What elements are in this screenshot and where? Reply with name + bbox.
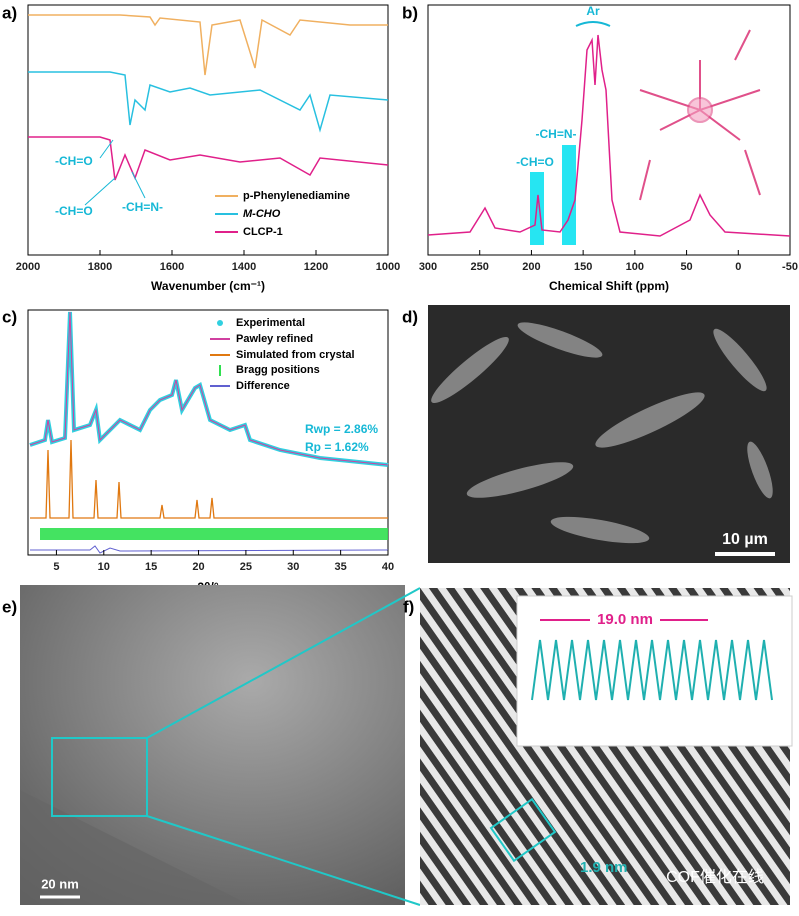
legend-label: M-CHO: [243, 208, 281, 220]
annotation: Rwp = 2.86%: [305, 422, 378, 436]
structure: [639, 29, 761, 201]
x-tick-label: 1600: [160, 261, 184, 273]
curve: [28, 71, 389, 133]
legend-label: Pawley refined: [236, 333, 313, 345]
x-tick-label: 20: [192, 561, 204, 573]
x-tick-label: -50: [782, 261, 798, 273]
scale-bar-label: 10 µm: [722, 531, 768, 548]
panel-label: a): [2, 3, 17, 22]
x-tick-label: 15: [145, 561, 157, 573]
annotation: Ar: [586, 4, 600, 18]
x-tick-label: 2000: [16, 261, 40, 273]
legend-label: Experimental: [236, 317, 305, 329]
panel-a: -CH=O -CH=O -CH=N- p-Phenylenediamine M-…: [2, 3, 389, 293]
bracket: [575, 21, 611, 27]
x-tick-label: 1400: [232, 261, 256, 273]
x-tick-label: 30: [287, 561, 299, 573]
panel-label: c): [2, 307, 17, 326]
x-tick-label: 10: [98, 561, 110, 573]
curve: [28, 136, 389, 181]
zoom-box: [51, 737, 148, 817]
pointer: [84, 177, 116, 206]
x-tick-label: 0: [735, 261, 741, 273]
highlight: [562, 145, 576, 245]
scale-bar-label: 20 nm: [41, 876, 79, 891]
axis-box: [27, 309, 389, 556]
label-bg: [590, 610, 660, 630]
panel-f: 19.0 nm 1.9 nm COF催化在线 f): [403, 588, 793, 905]
annotation: -CH=O: [516, 155, 554, 169]
legend-label: CLCP-1: [243, 226, 283, 238]
panel-c: Experimental Pawley refined Simulated fr…: [2, 307, 389, 594]
x-tick-label: 5: [53, 561, 59, 573]
legend-label: Difference: [236, 380, 290, 392]
x-axis-label: Wavenumber (cm⁻¹): [151, 279, 265, 293]
legend-swatch: [217, 320, 223, 326]
x-tick-label: 200: [522, 261, 540, 273]
watermark: COF催化在线: [666, 868, 764, 886]
panel-d: 10 µm d): [402, 305, 790, 563]
curve: [30, 545, 389, 554]
panel-label: d): [402, 307, 418, 326]
panel-label: b): [402, 3, 418, 22]
legend-label: p-Phenylenediamine: [243, 190, 350, 202]
x-tick-label: 1000: [376, 261, 400, 273]
legend-label: Bragg positions: [236, 364, 320, 376]
curve: [427, 34, 791, 237]
x-tick-label: 300: [419, 261, 437, 273]
annotation: -CH=O: [55, 154, 93, 168]
inset-label: 19.0 nm: [597, 611, 653, 628]
annotation: -CH=N-: [122, 200, 163, 214]
pointer: [99, 139, 114, 159]
curve: [29, 311, 389, 466]
x-tick-label: 100: [626, 261, 644, 273]
pointer: [131, 171, 146, 199]
curve: [28, 14, 388, 76]
annotation: Rp = 1.62%: [305, 440, 369, 454]
zoom-line: [146, 587, 421, 739]
panel-label: f): [403, 597, 414, 616]
annotation: -CH=N-: [536, 127, 577, 141]
annotation: -CH=O: [55, 204, 93, 218]
x-tick-label: 25: [240, 561, 252, 573]
panel-label: e): [2, 597, 17, 616]
bragg-positions: [40, 528, 388, 540]
tem-region: [20, 790, 250, 905]
x-tick-label: 1200: [304, 261, 328, 273]
x-tick-label: 50: [680, 261, 692, 273]
panel-e: 20 nm e): [2, 585, 421, 906]
axis-box: [427, 4, 791, 256]
profile-curve: [531, 639, 773, 701]
panel-b: Ar -CH=N- -CH=O b) Chemical Shift (ppm): [402, 3, 791, 293]
axis-box: [27, 4, 389, 256]
curve: [30, 439, 388, 519]
x-tick-label: 150: [574, 261, 592, 273]
x-tick-label: 250: [471, 261, 489, 273]
spacing-label: 1.9 nm: [580, 859, 628, 876]
sem-crystals: [431, 322, 773, 544]
structure-overlay: [489, 797, 557, 863]
legend-label: Simulated from crystal: [236, 349, 355, 361]
x-tick-label: 35: [335, 561, 347, 573]
x-tick-label: 40: [382, 561, 394, 573]
x-axis-label: Chemical Shift (ppm): [549, 279, 669, 293]
zoom-line: [146, 815, 421, 906]
x-tick-label: 1800: [88, 261, 112, 273]
